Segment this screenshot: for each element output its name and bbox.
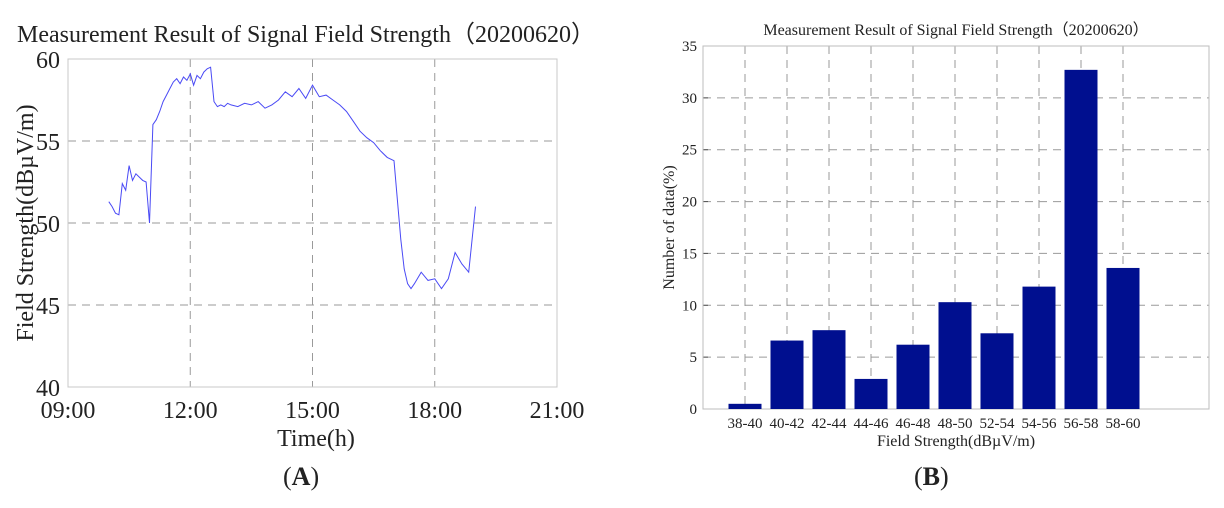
chart-b-x-tick-label: 42-44 bbox=[812, 416, 847, 432]
chart-b-x-tick-label: 46-48 bbox=[896, 416, 931, 432]
chart-a-x-tick-label: 09:00 bbox=[41, 398, 96, 424]
chart-a-frame bbox=[67, 58, 558, 388]
chart-b-x-tick-label: 58-60 bbox=[1106, 416, 1141, 432]
chart-b-y-tick-label: 0 bbox=[690, 402, 698, 418]
chart-b-y-tick-label: 15 bbox=[682, 246, 697, 262]
chart-b-x-tick-label: 52-54 bbox=[980, 416, 1015, 432]
chart-b-x-tick-label: 38-40 bbox=[728, 416, 763, 432]
chart-b-bar bbox=[812, 330, 846, 409]
chart-b-y-tick-label: 25 bbox=[682, 143, 697, 159]
chart-b-bar bbox=[728, 403, 762, 409]
chart-a-x-tick-label: 12:00 bbox=[163, 398, 218, 424]
chart-a-y-tick-label: 55 bbox=[36, 130, 60, 156]
panel-letter-a: A bbox=[291, 462, 311, 491]
chart-b-bar bbox=[854, 378, 888, 409]
chart-a-y-tick-label: 60 bbox=[36, 48, 60, 74]
chart-a-y-axis-label: Field Strength(dBµV/m) bbox=[13, 104, 39, 341]
panel-label-a: (A) bbox=[283, 462, 320, 491]
chart-b-y-tick-label: 30 bbox=[682, 91, 697, 107]
chart-a-x-axis-label: Time(h) bbox=[277, 426, 355, 452]
chart-b-x-tick-label: 54-56 bbox=[1022, 416, 1057, 432]
chart-b-title: Measurement Result of Signal Field Stren… bbox=[763, 21, 1148, 39]
chart-a-y-tick-label: 40 bbox=[36, 376, 60, 402]
chart-a-x-tick-label: 21:00 bbox=[530, 398, 585, 424]
chart-b-bar bbox=[1064, 69, 1098, 410]
chart-b-bar bbox=[980, 333, 1014, 409]
chart-b-x-tick-label: 56-58 bbox=[1064, 416, 1099, 432]
chart-b-bar bbox=[938, 302, 972, 409]
chart-a-title: Measurement Result of Signal Field Stren… bbox=[17, 22, 595, 48]
chart-b-x-tick-label: 44-46 bbox=[854, 416, 889, 432]
chart-b-bar bbox=[1022, 286, 1056, 409]
chart-a-x-tick-label: 18:00 bbox=[407, 398, 462, 424]
chart-b-y-tick-label: 5 bbox=[690, 350, 698, 366]
bar-chart-b: Measurement Result of Signal Field Stren… bbox=[661, 21, 1210, 450]
chart-a-y-tick-label: 50 bbox=[36, 212, 60, 238]
chart-b-y-tick-label: 35 bbox=[682, 39, 697, 55]
chart-b-x-tick-label: 48-50 bbox=[938, 416, 973, 432]
chart-b-y-tick-label: 20 bbox=[682, 195, 697, 211]
chart-b-y-tick-label: 10 bbox=[682, 298, 697, 314]
panel-label-b: (B) bbox=[914, 462, 949, 491]
chart-a-x-tick-label: 15:00 bbox=[285, 398, 340, 424]
panel-letter-b: B bbox=[922, 462, 941, 491]
line-chart-a: Measurement Result of Signal Field Stren… bbox=[13, 22, 595, 452]
chart-b-bar bbox=[1106, 267, 1140, 409]
chart-a-y-tick-label: 45 bbox=[36, 294, 60, 320]
chart-b-y-axis-label: Number of data(%) bbox=[661, 165, 678, 289]
chart-b-x-axis-label: Field Strength(dBµV/m) bbox=[877, 433, 1035, 450]
chart-b-bar bbox=[896, 344, 930, 409]
chart-b-bar bbox=[770, 340, 804, 409]
chart-b-x-tick-label: 40-42 bbox=[770, 416, 805, 432]
chart-a-series-line bbox=[108, 66, 476, 290]
